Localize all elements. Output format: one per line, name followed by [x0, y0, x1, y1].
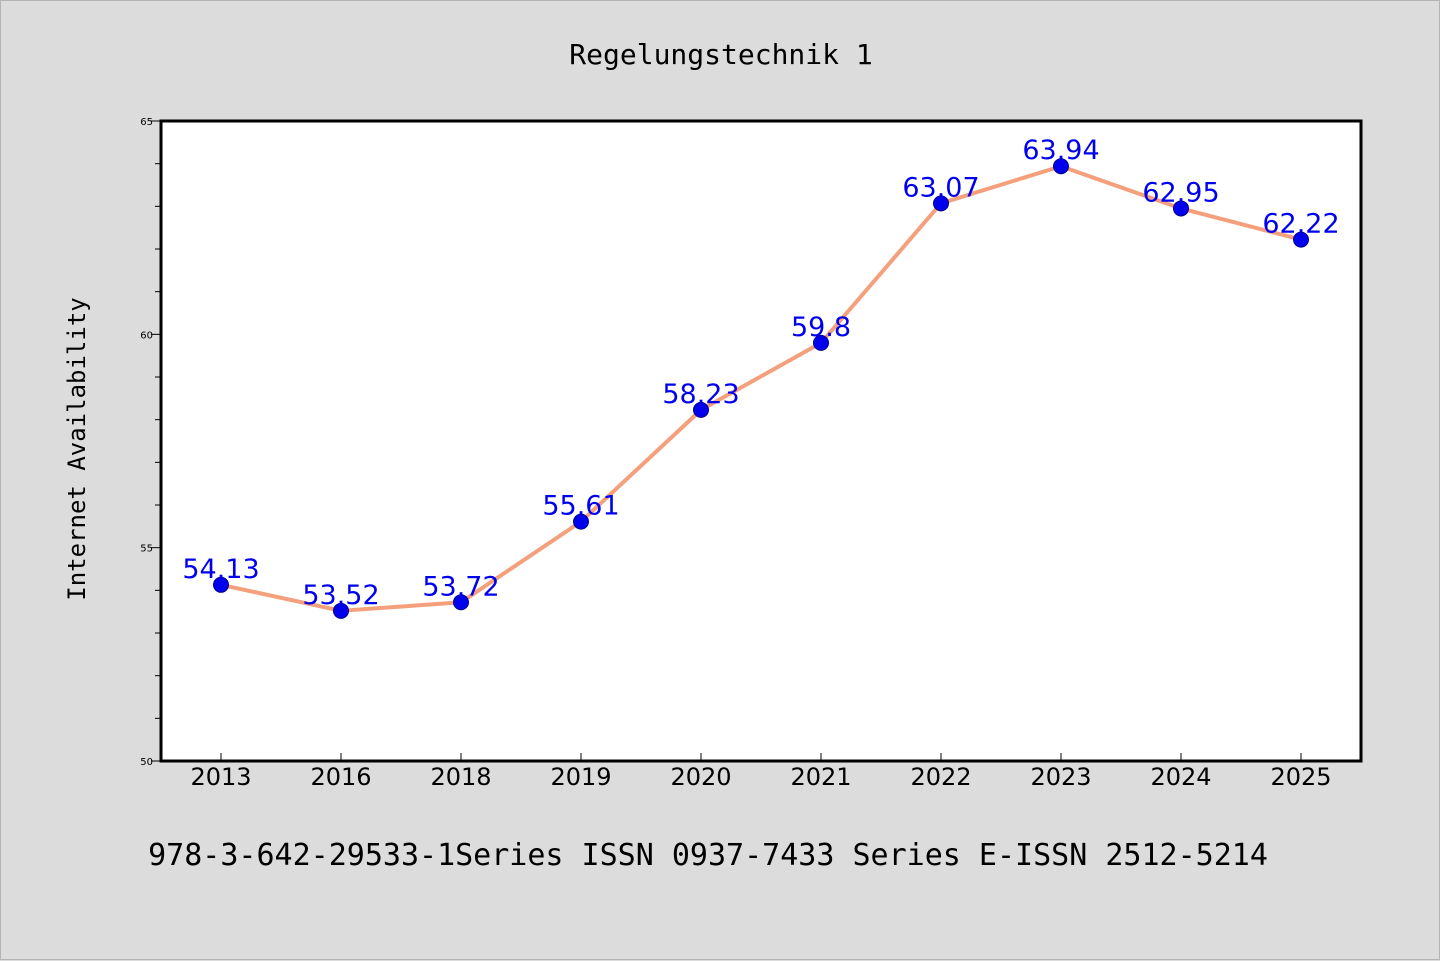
data-label: 59.8: [791, 312, 851, 343]
y-tick-label: 55: [140, 544, 153, 555]
data-label: 63.94: [1022, 135, 1099, 166]
y-axis-label: Internet Availability: [63, 297, 91, 600]
data-label: 55.61: [542, 491, 619, 522]
x-tick-label: 2025: [1270, 763, 1331, 791]
data-label: 63.07: [902, 172, 979, 203]
data-point: [573, 513, 589, 530]
x-tick-label: 2020: [670, 763, 731, 791]
data-point: [1053, 158, 1069, 175]
y-tick-label: 65: [140, 117, 153, 128]
series-layer: 54.13 53.52 53.72 55.61 58.23 59.8 63.07 63.94 6…: [182, 135, 1340, 619]
data-label: 53.72: [422, 571, 499, 602]
x-tick-label: 2013: [190, 763, 251, 791]
data-point: [1173, 200, 1189, 217]
x-tick-label: 2023: [1030, 763, 1091, 791]
data-label: 62.22: [1262, 209, 1339, 240]
x-tick-label: 2016: [310, 763, 371, 791]
x-tick-label: 2024: [1150, 763, 1211, 791]
data-label: 62.95: [1142, 177, 1219, 208]
data-label: 54.13: [182, 554, 259, 585]
x-tick-label: 2018: [430, 763, 491, 791]
data-point: [933, 195, 949, 212]
y-axis: 50 55 60 65: [140, 117, 161, 768]
y-tick-label: 60: [140, 330, 153, 341]
x-tick-label: 2021: [790, 763, 851, 791]
data-point: [213, 576, 229, 593]
data-point: [1293, 231, 1309, 248]
data-label: 58.23: [662, 379, 739, 410]
y-tick-label: 50: [140, 757, 153, 768]
footer-isbn-issn: 978-3-642-29533-1Series ISSN 0937-7433 S…: [148, 838, 1268, 873]
chart-title: Regelungstechnik 1: [569, 38, 872, 71]
x-axis: 2013 2016 2018 2019 2020 2021 2022 2023 2024 2025: [190, 753, 1332, 791]
plot-area: [159, 119, 1363, 763]
series-line: [219, 164, 1303, 613]
data-point: [333, 602, 349, 619]
x-tick-label: 2019: [550, 763, 611, 791]
data-point: [693, 401, 709, 418]
x-tick-label: 2022: [910, 763, 971, 791]
data-label: 53.52: [302, 580, 379, 611]
data-point: [813, 334, 829, 351]
data-point: [453, 594, 469, 611]
